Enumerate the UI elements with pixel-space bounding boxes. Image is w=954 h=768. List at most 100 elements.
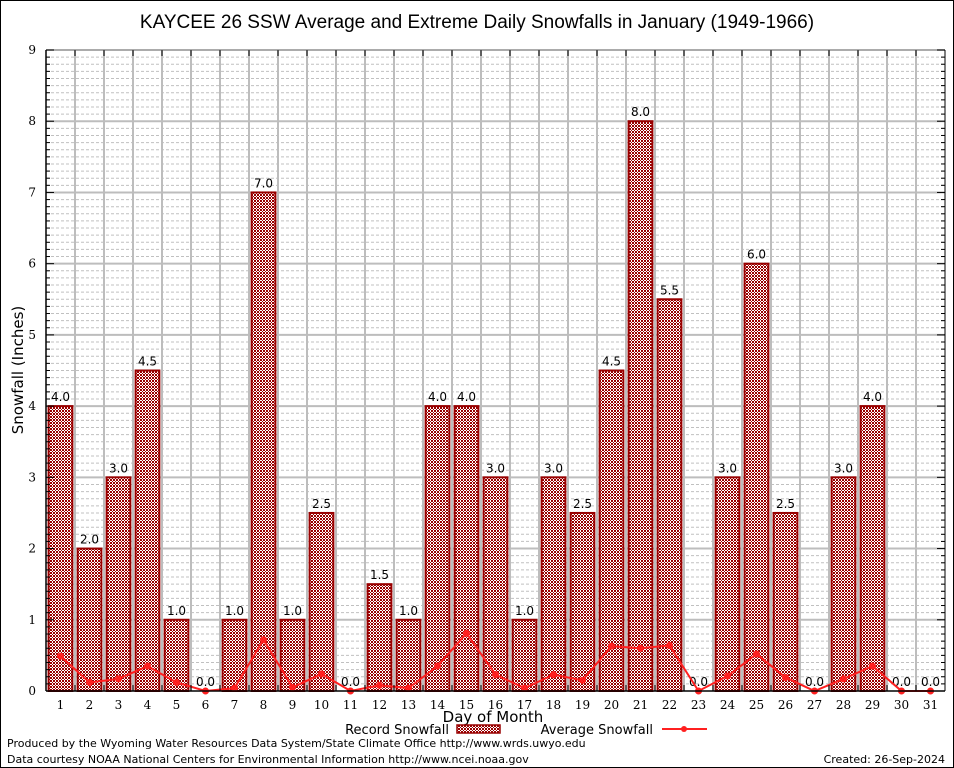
x-tick-label-day-26: 26 — [778, 698, 793, 712]
average-point-day-25 — [753, 650, 760, 658]
bar-day-8 — [250, 191, 277, 692]
data-label-day-31: 0.0 — [921, 675, 940, 689]
data-label-day-30: 0.0 — [892, 675, 911, 689]
x-tick-label-day-31: 31 — [923, 698, 938, 712]
bar-day-19 — [569, 511, 596, 693]
average-point-day-4 — [144, 662, 151, 670]
data-label-day-5: 1.0 — [167, 604, 186, 618]
x-tick-label-day-7: 7 — [231, 698, 239, 712]
y-tick-label: 4 — [28, 399, 36, 413]
data-label-day-2: 2.0 — [80, 533, 99, 547]
x-tick-label-day-6: 6 — [202, 698, 210, 712]
x-tick-label-day-13: 13 — [401, 698, 416, 712]
data-label-day-9: 1.0 — [283, 604, 302, 618]
x-tick-label-day-18: 18 — [546, 698, 561, 712]
x-axis-label: Day of Month — [443, 708, 544, 726]
data-label-day-1: 4.0 — [51, 390, 70, 404]
average-point-day-5 — [173, 678, 180, 686]
data-label-day-7: 1.0 — [225, 604, 244, 618]
data-label-day-26: 2.5 — [776, 497, 795, 511]
bar-day-7 — [221, 618, 248, 692]
data-label-day-23: 0.0 — [689, 675, 708, 689]
x-ticks-group: 1 2 3 4 5 6 7 8 9 10 11 12 13 14 15 16 17 18 19 20 21 22 23 24 2… — [57, 698, 938, 712]
y-tick-label: 9 — [28, 43, 36, 57]
x-tick-label-day-14: 14 — [430, 698, 446, 712]
y-tick-label: 1 — [28, 613, 36, 627]
y-tick-label: 6 — [28, 257, 36, 271]
bar-day-24 — [714, 476, 741, 693]
data-label-day-29: 4.0 — [863, 390, 882, 404]
legend-record-label: Record Snowfall — [345, 723, 449, 738]
average-point-day-21 — [637, 644, 644, 652]
data-labels-group: 4.0 2.0 3.0 4.5 1.0 0.0 1.0 7.0 1.0 2.5 0.0 1.5 1.0 4… — [51, 105, 940, 689]
y-axis-label: Snowfall (Inches) — [9, 306, 27, 434]
bar-day-17 — [511, 618, 538, 692]
data-label-day-15: 4.0 — [457, 390, 476, 404]
legend: Record Snowfall Average Snowfall — [345, 723, 707, 738]
bar-day-22 — [656, 298, 683, 692]
x-tick-label-day-11: 11 — [343, 698, 358, 712]
x-tick-label-day-24: 24 — [720, 698, 736, 712]
footer-data-courtesy: Data courtesy NOAA National Centers for … — [7, 753, 529, 766]
x-tick-label-day-1: 1 — [57, 698, 65, 712]
legend-average-label: Average Snowfall — [541, 723, 653, 738]
data-label-day-25: 6.0 — [747, 248, 766, 262]
data-label-day-12: 1.5 — [370, 568, 389, 582]
bar-day-25 — [743, 262, 770, 692]
bar-day-28 — [830, 476, 857, 693]
x-tick-label-day-3: 3 — [115, 698, 123, 712]
bar-day-16 — [482, 476, 509, 693]
average-point-day-18 — [550, 671, 557, 679]
x-tick-label-day-29: 29 — [865, 698, 880, 712]
data-label-day-19: 2.5 — [573, 497, 592, 511]
x-tick-label-day-30: 30 — [894, 698, 909, 712]
bar-day-14 — [424, 405, 451, 692]
data-label-day-27: 0.0 — [805, 675, 824, 689]
data-label-day-6: 0.0 — [196, 675, 215, 689]
bar-day-29 — [859, 405, 886, 692]
bar-day-18 — [540, 476, 567, 693]
data-label-day-21: 8.0 — [631, 105, 650, 119]
x-tick-label-day-21: 21 — [633, 698, 648, 712]
bar-day-4 — [134, 369, 161, 692]
x-tick-label-day-16: 16 — [488, 698, 503, 712]
x-tick-label-day-5: 5 — [173, 698, 181, 712]
axes-group — [45, 49, 946, 692]
average-point-day-10 — [318, 670, 325, 678]
x-tick-label-day-28: 28 — [836, 698, 851, 712]
x-tick-label-day-25: 25 — [749, 698, 764, 712]
average-point-day-8 — [260, 636, 267, 644]
data-label-day-14: 4.0 — [428, 390, 447, 404]
average-point-day-28 — [840, 675, 847, 683]
data-label-day-10: 2.5 — [312, 497, 331, 511]
x-tick-label-day-4: 4 — [144, 698, 152, 712]
average-point-day-9 — [289, 683, 296, 691]
data-label-day-13: 1.0 — [399, 604, 418, 618]
legend-average-marker — [681, 726, 687, 732]
bar-day-3 — [105, 476, 132, 693]
grid — [46, 49, 945, 691]
y-tick-label: 2 — [28, 542, 36, 556]
x-tick-label-day-12: 12 — [372, 698, 387, 712]
data-label-day-16: 3.0 — [486, 461, 505, 475]
y-tick-label: 8 — [28, 114, 36, 128]
average-point-day-16 — [492, 671, 499, 679]
data-label-day-24: 3.0 — [718, 461, 737, 475]
bar-day-13 — [395, 618, 422, 692]
average-point-day-14 — [434, 662, 441, 670]
x-tick-label-day-22: 22 — [662, 698, 677, 712]
bar-day-10 — [308, 511, 335, 693]
average-point-day-26 — [782, 673, 789, 681]
x-tick-label-day-8: 8 — [260, 698, 268, 712]
x-tick-label-day-20: 20 — [604, 698, 619, 712]
x-tick-label-day-19: 19 — [575, 698, 590, 712]
data-label-day-17: 1.0 — [515, 604, 534, 618]
y-tick-label: 0 — [28, 684, 36, 698]
legend-record-swatch — [456, 724, 501, 734]
data-label-day-20: 4.5 — [602, 355, 621, 369]
average-point-day-7 — [231, 684, 238, 692]
average-point-day-29 — [869, 662, 876, 670]
average-point-day-19 — [579, 676, 586, 684]
average-point-day-17 — [521, 684, 528, 692]
